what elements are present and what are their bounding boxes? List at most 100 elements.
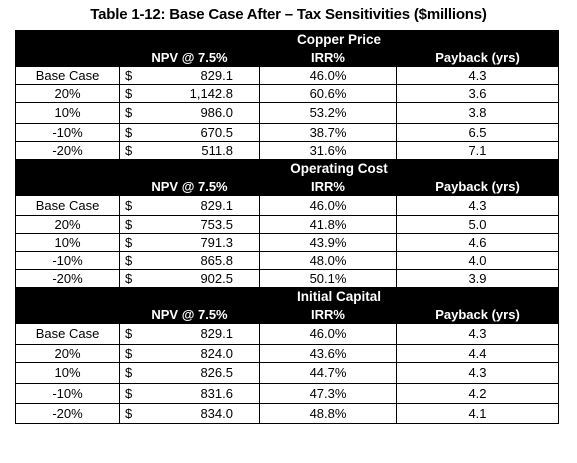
table-row: -10% $831.6 47.3% 4.2 <box>15 383 559 404</box>
npv-cell: $829.1 <box>119 66 260 85</box>
scenario-label: -10% <box>15 123 120 142</box>
table-row: Base Case $829.1 46.0% 4.3 <box>15 323 559 345</box>
column-header-payback: Payback (yrs) <box>396 177 559 196</box>
npv-cell: $829.1 <box>119 195 260 216</box>
table-row: -10% $670.5 38.7% 6.5 <box>15 123 559 142</box>
npv-value: 826.5 <box>200 365 233 380</box>
table-row: -10% $865.8 48.0% 4.0 <box>15 251 559 270</box>
npv-cell: $831.6 <box>119 383 260 404</box>
npv-value: 831.6 <box>200 386 233 401</box>
currency-symbol: $ <box>125 346 133 361</box>
column-header-npv: NPV @ 7.5% <box>119 177 260 196</box>
table-row: Base Case $829.1 46.0% 4.3 <box>15 66 559 85</box>
currency-symbol: $ <box>125 235 133 250</box>
npv-cell: $865.8 <box>119 251 260 270</box>
column-header-blank <box>15 48 120 67</box>
irr-value: 43.6% <box>259 344 397 363</box>
section-title: Operating Cost <box>119 159 559 178</box>
payback-value: 3.8 <box>396 102 559 124</box>
payback-value: 4.3 <box>396 195 559 216</box>
npv-value: 791.3 <box>200 235 233 250</box>
sensitivity-table: Copper Price NPV @ 7.5% IRR% Payback (yrs) B… <box>15 30 559 424</box>
column-header-payback: Payback (yrs) <box>396 48 559 67</box>
scenario-label: 20% <box>15 84 120 103</box>
section-header-blank <box>15 159 120 178</box>
section-header-row: Copper Price <box>15 30 559 49</box>
column-header-row: NPV @ 7.5% IRR% Payback (yrs) <box>15 48 559 67</box>
currency-symbol: $ <box>125 125 133 140</box>
table-title: Table 1-12: Base Case After – Tax Sensit… <box>90 6 487 23</box>
payback-value: 4.0 <box>396 251 559 270</box>
npv-cell: $511.8 <box>119 141 260 160</box>
npv-value: 829.1 <box>200 68 233 83</box>
column-header-npv: NPV @ 7.5% <box>119 305 260 324</box>
scenario-label: 20% <box>15 215 120 234</box>
currency-symbol: $ <box>125 86 133 101</box>
table-row: -20% $834.0 48.8% 4.1 <box>15 403 559 424</box>
scenario-label: 10% <box>15 362 120 384</box>
payback-value: 4.6 <box>396 233 559 252</box>
section-title: Initial Capital <box>119 287 559 306</box>
column-header-blank <box>15 177 120 196</box>
currency-symbol: $ <box>125 326 133 341</box>
payback-value: 3.9 <box>396 269 559 288</box>
irr-value: 53.2% <box>259 102 397 124</box>
npv-value: 834.0 <box>200 406 233 421</box>
column-header-irr: IRR% <box>259 48 397 67</box>
column-header-blank <box>15 305 120 324</box>
npv-value: 902.5 <box>200 271 233 286</box>
npv-value: 670.5 <box>200 125 233 140</box>
npv-cell: $753.5 <box>119 215 260 234</box>
payback-value: 4.2 <box>396 383 559 404</box>
table-row: 10% $986.0 53.2% 3.8 <box>15 102 559 124</box>
currency-symbol: $ <box>125 365 133 380</box>
section-title: Copper Price <box>119 30 559 49</box>
scenario-label: -20% <box>15 269 120 288</box>
irr-value: 46.0% <box>259 323 397 345</box>
irr-value: 46.0% <box>259 66 397 85</box>
payback-value: 5.0 <box>396 215 559 234</box>
scenario-label: -20% <box>15 403 120 424</box>
payback-value: 4.3 <box>396 66 559 85</box>
npv-cell: $670.5 <box>119 123 260 142</box>
npv-value: 986.0 <box>200 105 233 120</box>
payback-value: 3.6 <box>396 84 559 103</box>
payback-value: 6.5 <box>396 123 559 142</box>
currency-symbol: $ <box>125 68 133 83</box>
currency-symbol: $ <box>125 105 133 120</box>
table-row: -20% $511.8 31.6% 7.1 <box>15 141 559 160</box>
scenario-label: Base Case <box>15 195 120 216</box>
payback-value: 4.3 <box>396 362 559 384</box>
column-header-row: NPV @ 7.5% IRR% Payback (yrs) <box>15 305 559 324</box>
irr-value: 60.6% <box>259 84 397 103</box>
currency-symbol: $ <box>125 406 133 421</box>
irr-value: 48.0% <box>259 251 397 270</box>
npv-cell: $824.0 <box>119 344 260 363</box>
irr-value: 48.8% <box>259 403 397 424</box>
scenario-label: 10% <box>15 102 120 124</box>
npv-cell: $791.3 <box>119 233 260 252</box>
section-header-row: Operating Cost <box>15 159 559 178</box>
column-header-irr: IRR% <box>259 305 397 324</box>
payback-value: 4.4 <box>396 344 559 363</box>
currency-symbol: $ <box>125 253 133 268</box>
column-header-payback: Payback (yrs) <box>396 305 559 324</box>
npv-value: 829.1 <box>200 198 233 213</box>
payback-value: 4.1 <box>396 403 559 424</box>
npv-cell: $1,142.8 <box>119 84 260 103</box>
table-row: 10% $826.5 44.7% 4.3 <box>15 362 559 384</box>
npv-cell: $826.5 <box>119 362 260 384</box>
irr-value: 38.7% <box>259 123 397 142</box>
table-row: -20% $902.5 50.1% 3.9 <box>15 269 559 288</box>
payback-value: 4.3 <box>396 323 559 345</box>
currency-symbol: $ <box>125 217 133 232</box>
npv-value: 753.5 <box>200 217 233 232</box>
scenario-label: Base Case <box>15 66 120 85</box>
table-row: Base Case $829.1 46.0% 4.3 <box>15 195 559 216</box>
section-header-blank <box>15 30 120 49</box>
npv-value: 511.8 <box>201 143 233 158</box>
section-header-blank <box>15 287 120 306</box>
table-row: 10% $791.3 43.9% 4.6 <box>15 233 559 252</box>
scenario-label: 20% <box>15 344 120 363</box>
npv-value: 865.8 <box>200 253 233 268</box>
